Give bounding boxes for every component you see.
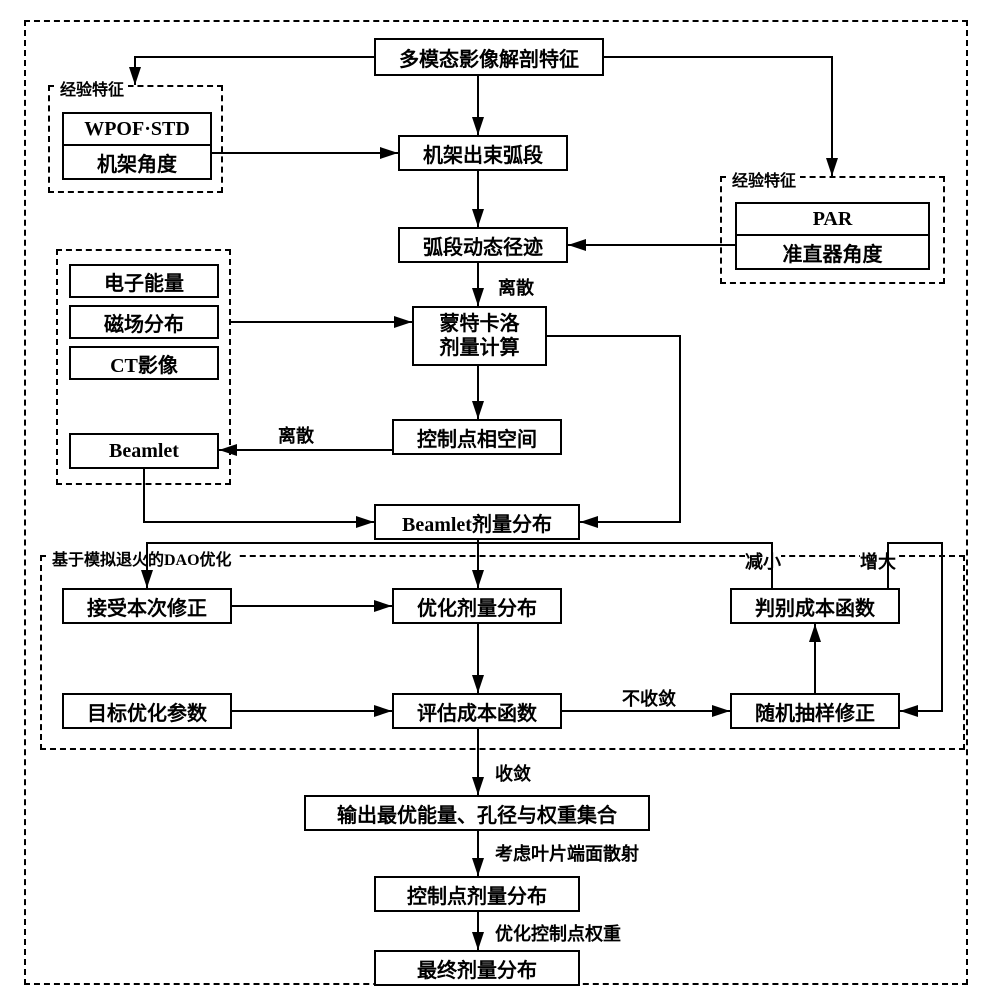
node-ct-image: CT影像 [69, 346, 219, 380]
edge-label-reduce: 减小 [745, 548, 781, 574]
edge-label-converge: 收敛 [495, 760, 531, 786]
node-monte-carlo: 蒙特卡洛 剂量计算 [412, 306, 547, 366]
experience-2-label: 经验特征 [728, 167, 800, 191]
node-beamlet: Beamlet [69, 433, 219, 469]
node-target-params: 目标优化参数 [62, 693, 232, 729]
node-discriminate-cost: 判别成本函数 [730, 588, 900, 624]
node-evaluate-cost: 评估成本函数 [392, 693, 562, 729]
node-monte-carlo-line1: 蒙特卡洛 [440, 312, 520, 336]
node-output-optimal: 输出最优能量、孔径与权重集合 [304, 795, 650, 831]
node-gantry-arc: 机架出束弧段 [398, 135, 568, 171]
node-accept-correction: 接受本次修正 [62, 588, 232, 624]
node-control-point-phase: 控制点相空间 [392, 419, 562, 455]
node-arc-trajectory: 弧段动态径迹 [398, 227, 568, 263]
edge-label-no-converge: 不收敛 [622, 685, 676, 711]
node-electron-energy: 电子能量 [69, 264, 219, 298]
node-final-dose: 最终剂量分布 [374, 950, 580, 986]
dao-label: 基于模拟退火的DAO优化 [48, 546, 236, 570]
node-optimize-dose: 优化剂量分布 [392, 588, 562, 624]
node-gantry-angle: 机架角度 [62, 146, 212, 180]
edge-label-optimize-weight: 优化控制点权重 [495, 920, 621, 946]
edge-label-discrete-1: 离散 [498, 274, 534, 300]
node-par: PAR [735, 202, 930, 236]
node-multimodal-anatomy: 多模态影像解剖特征 [374, 38, 604, 76]
node-collimator-angle: 准直器角度 [735, 236, 930, 270]
edge-label-increase: 增大 [860, 548, 896, 574]
edge-label-leaf-scatter: 考虑叶片端面散射 [495, 840, 639, 866]
node-random-sample: 随机抽样修正 [730, 693, 900, 729]
node-beamlet-dose: Beamlet剂量分布 [374, 504, 580, 540]
experience-1-label: 经验特征 [56, 76, 128, 100]
node-wpof-std: WPOF·STD [62, 112, 212, 146]
node-magnetic-field: 磁场分布 [69, 305, 219, 339]
node-monte-carlo-line2: 剂量计算 [440, 336, 520, 360]
edge-label-discrete-2: 离散 [278, 422, 314, 448]
node-control-point-dose: 控制点剂量分布 [374, 876, 580, 912]
